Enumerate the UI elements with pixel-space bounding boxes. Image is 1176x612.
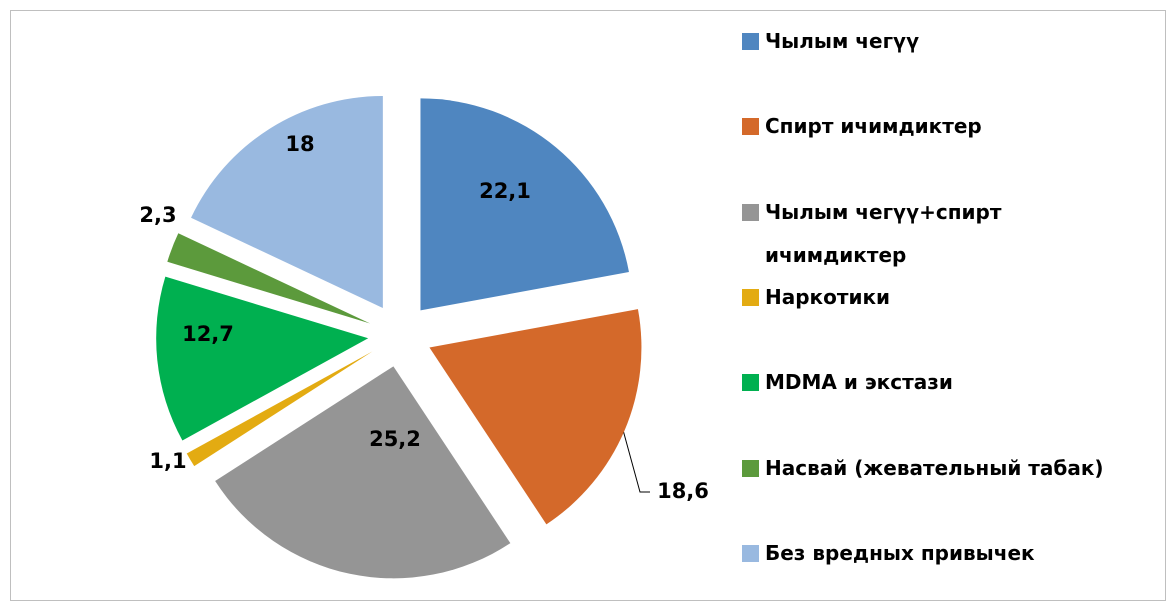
legend-label: Спирт ичимдиктер: [765, 114, 982, 139]
legend-item: MDMA и экстази: [742, 361, 953, 404]
legend-label: Наркотики: [765, 284, 891, 309]
data-label: 1,1: [149, 449, 186, 473]
legend-label: Чылым чегүү: [765, 29, 920, 53]
chart-border: [10, 10, 1166, 601]
pie-slice: [186, 351, 373, 467]
leader-line: [616, 407, 650, 493]
legend-swatch: [742, 544, 759, 562]
legend-label: Чылым чегүү+спирт ичимдиктер: [765, 199, 1002, 267]
data-label: 25,2: [369, 427, 421, 451]
data-label: 12,7: [182, 322, 234, 346]
data-label: 22,1: [479, 179, 531, 203]
data-label: 18,6: [657, 479, 709, 503]
pie-slice: [156, 276, 369, 441]
legend-item: Чылым чегүү: [742, 20, 919, 63]
legend-swatch: [742, 459, 759, 477]
legend-item: Чылым чегүү+спирт ичимдиктер: [742, 191, 1025, 277]
legend-swatch: [742, 374, 759, 392]
legend-swatch: [742, 118, 759, 136]
pie-slice: [167, 233, 371, 324]
legend-item: Спирт ичимдиктер: [742, 105, 982, 148]
legend-label: Насвай (жевательный табак): [765, 455, 1104, 480]
legend-item: Без вредных привычек: [742, 532, 1035, 575]
legend-label: Без вредных привычек: [765, 540, 1035, 565]
pie-slice: [429, 309, 642, 525]
legend-item: Насвай (жевательный табак): [742, 447, 1104, 490]
data-label: 18: [285, 132, 314, 156]
data-label: 2,3: [139, 203, 176, 227]
legend-swatch: [742, 203, 759, 221]
legend-label: MDMA и экстази: [765, 370, 953, 395]
legend-item: Наркотики: [742, 276, 890, 319]
pie-slice: [191, 95, 383, 308]
legend-swatch: [742, 33, 759, 50]
pie-slice: [215, 366, 511, 579]
pie-slice: [420, 98, 629, 311]
legend-swatch: [742, 288, 759, 306]
